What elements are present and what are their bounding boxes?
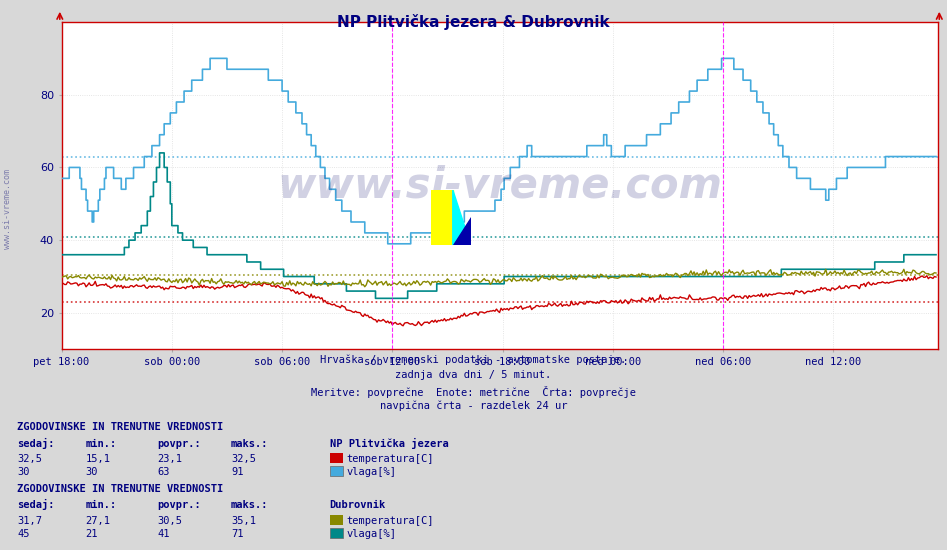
Text: 91: 91	[231, 467, 243, 477]
Text: Dubrovnik: Dubrovnik	[330, 500, 385, 510]
Text: 23,1: 23,1	[157, 454, 182, 464]
Text: 35,1: 35,1	[231, 515, 256, 526]
Text: 30: 30	[17, 467, 29, 477]
Text: povpr.:: povpr.:	[157, 438, 201, 449]
Text: www.si-vreme.com: www.si-vreme.com	[3, 169, 12, 249]
Text: ZGODOVINSKE IN TRENUTNE VREDNOSTI: ZGODOVINSKE IN TRENUTNE VREDNOSTI	[17, 422, 223, 432]
Text: vlaga[%]: vlaga[%]	[347, 467, 397, 477]
Text: Hrvaška / vremenski podatki - avtomatske postaje.: Hrvaška / vremenski podatki - avtomatske…	[320, 355, 627, 365]
Text: min.:: min.:	[85, 500, 116, 510]
Text: min.:: min.:	[85, 438, 116, 449]
Polygon shape	[453, 190, 471, 245]
Text: 21: 21	[85, 529, 98, 539]
Text: sedaj:: sedaj:	[17, 438, 55, 449]
Polygon shape	[453, 217, 471, 245]
Text: 32,5: 32,5	[231, 454, 256, 464]
Text: 71: 71	[231, 529, 243, 539]
Text: 27,1: 27,1	[85, 515, 110, 526]
Text: Meritve: povprečne  Enote: metrične  Črta: povprečje: Meritve: povprečne Enote: metrične Črta:…	[311, 386, 636, 398]
Text: NP Plitvička jezera: NP Plitvička jezera	[330, 438, 448, 449]
Text: povpr.:: povpr.:	[157, 500, 201, 510]
Text: navpična črta - razdelek 24 ur: navpična črta - razdelek 24 ur	[380, 401, 567, 411]
Text: 30: 30	[85, 467, 98, 477]
Text: 30,5: 30,5	[157, 515, 182, 526]
Text: 41: 41	[157, 529, 170, 539]
Text: temperatura[C]: temperatura[C]	[347, 515, 434, 526]
Text: temperatura[C]: temperatura[C]	[347, 454, 434, 464]
Text: 31,7: 31,7	[17, 515, 42, 526]
Text: 45: 45	[17, 529, 29, 539]
Text: ZGODOVINSKE IN TRENUTNE VREDNOSTI: ZGODOVINSKE IN TRENUTNE VREDNOSTI	[17, 483, 223, 494]
Text: 32,5: 32,5	[17, 454, 42, 464]
Text: maks.:: maks.:	[231, 438, 269, 449]
Text: vlaga[%]: vlaga[%]	[347, 529, 397, 539]
Text: NP Plitvička jezera & Dubrovnik: NP Plitvička jezera & Dubrovnik	[337, 14, 610, 30]
Text: maks.:: maks.:	[231, 500, 269, 510]
Text: zadnja dva dni / 5 minut.: zadnja dva dni / 5 minut.	[396, 370, 551, 380]
Text: 15,1: 15,1	[85, 454, 110, 464]
Polygon shape	[431, 190, 453, 245]
Text: sedaj:: sedaj:	[17, 499, 55, 510]
Text: 63: 63	[157, 467, 170, 477]
Text: www.si-vreme.com: www.si-vreme.com	[277, 164, 722, 207]
